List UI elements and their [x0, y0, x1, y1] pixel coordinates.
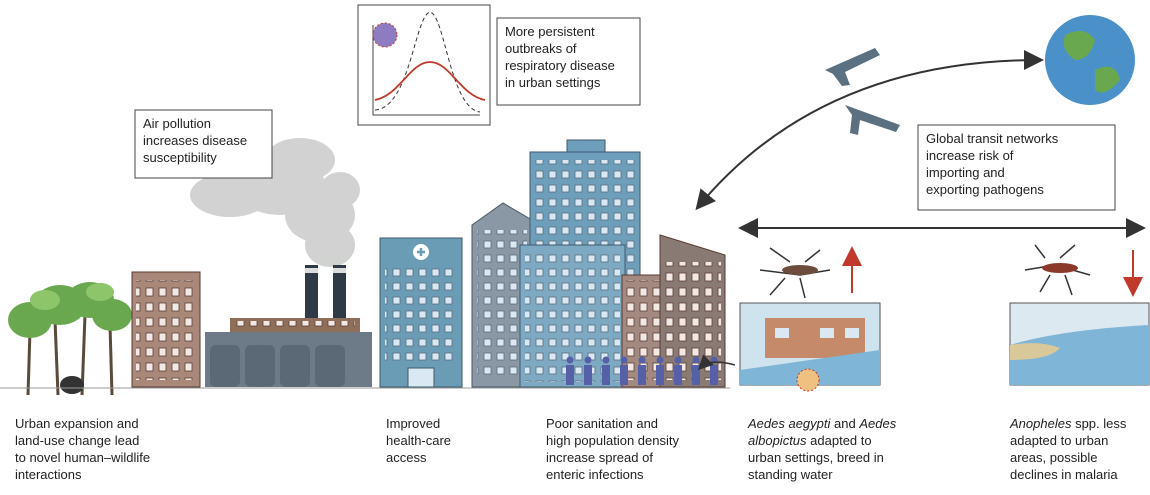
text-segment: adapted to	[807, 433, 872, 448]
caption-text: high population density	[546, 433, 679, 448]
globe	[1045, 15, 1135, 105]
callout-text: in urban settings	[505, 75, 601, 90]
caption-text: to novel human–wildlife	[15, 450, 150, 465]
hospital	[379, 237, 463, 388]
caption-text: land-use change lead	[15, 433, 139, 448]
text-segment: Anopheles	[1009, 416, 1072, 431]
caption-text: Urban expansion and	[15, 416, 139, 431]
illustration	[0, 4, 1150, 396]
caption-text: declines in malaria	[1010, 467, 1118, 482]
callout-text: increases disease	[143, 133, 247, 148]
caption-text: health-care	[386, 433, 451, 448]
caption-text: urban settings, breed in	[748, 450, 884, 465]
planes	[825, 48, 900, 135]
callout-text: Global transit networks	[926, 131, 1059, 146]
people	[566, 356, 718, 385]
caption-text: enteric infections	[546, 467, 644, 482]
caption-text: areas, possible	[1010, 450, 1097, 465]
callout-text: exporting pathogens	[926, 182, 1044, 197]
labels: More persistent outbreaks of respiratory d…	[15, 17, 1127, 482]
city	[471, 139, 726, 388]
transit-arrow	[695, 50, 1044, 211]
callout-text: More persistent	[505, 24, 595, 39]
forest	[8, 282, 132, 396]
callout-text: Air pollution	[143, 116, 211, 131]
spread-arrow	[697, 354, 736, 371]
caption-text: interactions	[15, 467, 82, 482]
callout-text: increase risk of	[926, 148, 1014, 163]
caption-text: adapted to urban	[1010, 433, 1108, 448]
caption-text: increase spread of	[546, 450, 653, 465]
caption-text: Improved	[386, 416, 440, 431]
anopheles-panel	[1009, 244, 1150, 386]
text-segment: Aedes	[858, 416, 896, 431]
text-segment: albopictus	[748, 433, 807, 448]
text-segment: spp. less	[1071, 416, 1126, 431]
text-segment: Aedes aegypti	[747, 416, 832, 431]
callout-text: outbreaks of	[505, 41, 577, 56]
callout-box	[917, 124, 1116, 211]
factory	[205, 265, 372, 387]
caption-text: Poor sanitation and	[546, 416, 658, 431]
text-segment: and	[830, 416, 859, 431]
caption-text: access	[386, 450, 427, 465]
callout-text: susceptibility	[143, 150, 217, 165]
callout-text: respiratory disease	[505, 58, 615, 73]
caption-text: Aedes aegypti and Aedes	[747, 416, 897, 431]
callout-box	[134, 109, 273, 179]
caption-text: standing water	[748, 467, 833, 482]
epidemic-curve	[357, 4, 491, 126]
caption-text: Anopheles spp. less	[1009, 416, 1127, 431]
aedes-panel	[739, 246, 881, 392]
caption-text: albopictus adapted to	[748, 433, 872, 448]
callout-text: importing and	[926, 165, 1005, 180]
callout-box	[496, 17, 641, 106]
